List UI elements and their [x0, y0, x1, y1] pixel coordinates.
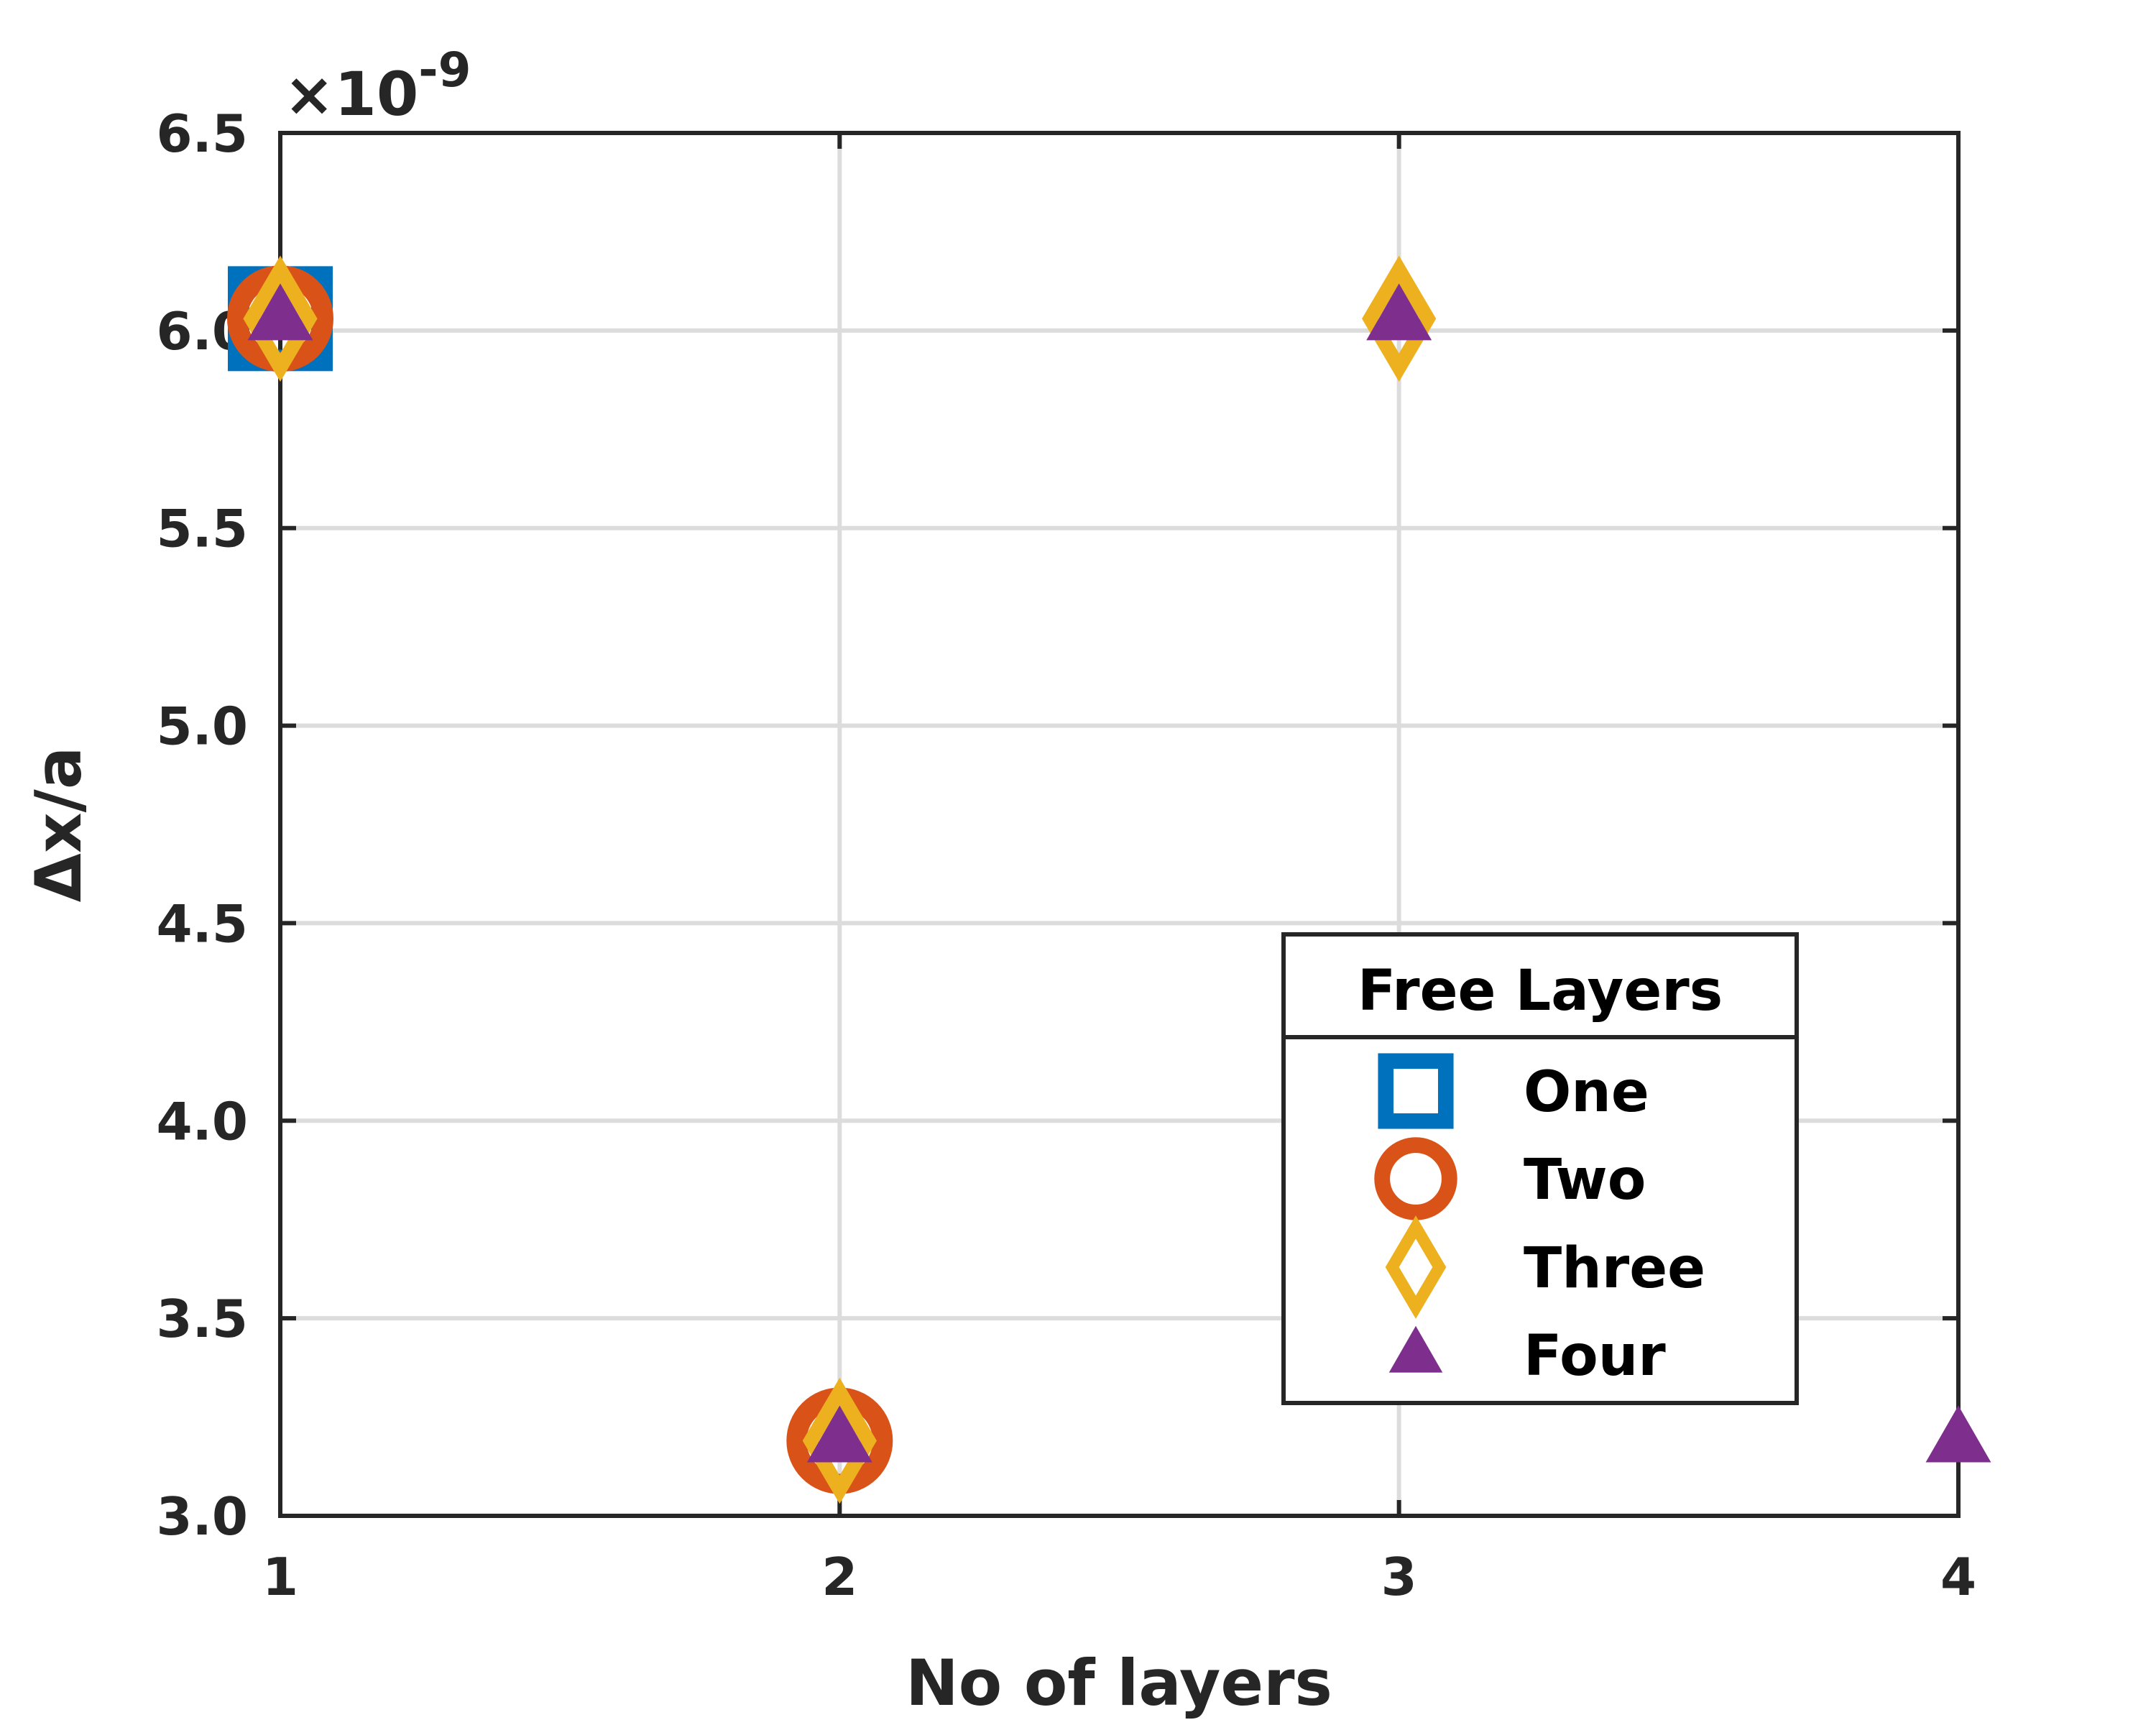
plot-frame [278, 131, 1961, 1518]
data-markers [227, 255, 1991, 1504]
exponent-base: ×10 [284, 59, 418, 129]
legend-label-two: Two [1524, 1148, 1646, 1213]
exponent-power: -9 [418, 42, 471, 98]
data-point-four [806, 1405, 872, 1463]
data-point-four [1366, 283, 1432, 341]
data-point-three [243, 255, 318, 382]
legend: Free Layers One Two Three Four [1281, 932, 1799, 1405]
data-point-four [1925, 1405, 1991, 1463]
x-tick-label: 2 [821, 1547, 857, 1607]
legend-marker-shape [1374, 1137, 1457, 1220]
y-tick-label: 3.0 [156, 1486, 248, 1547]
legend-label-one: One [1524, 1060, 1649, 1125]
y-tick-label: 4.5 [156, 893, 248, 954]
legend-marker-one [1378, 1053, 1454, 1129]
y-tick-label: 5.5 [156, 499, 248, 559]
legend-marker-shape [1378, 1053, 1454, 1129]
y-axis-label: Δx/a [22, 747, 96, 902]
legend-marker-four [1388, 1325, 1443, 1373]
legend-label-three: Three [1524, 1236, 1705, 1301]
exponent-label: ×10-9 [284, 42, 471, 129]
legend-marker-three [1385, 1215, 1447, 1319]
x-tick-label: 4 [1940, 1547, 1976, 1607]
x-tick-label: 3 [1381, 1547, 1417, 1607]
legend-entries: One Two Three Four [1374, 1053, 1705, 1389]
data-point-three [1362, 255, 1437, 382]
y-tick-label: 4.0 [156, 1091, 248, 1151]
data-point-four [247, 283, 313, 341]
x-axis-label: No of layers [906, 1646, 1332, 1720]
legend-marker-two [1374, 1137, 1457, 1220]
y-tick-label: 3.5 [156, 1289, 248, 1349]
y-tick-label: 5.0 [156, 696, 248, 757]
y-tick-label: 6.5 [156, 104, 248, 164]
legend-box [1281, 932, 1799, 1405]
legend-marker-shape [1385, 1215, 1447, 1319]
data-point-three [802, 1377, 877, 1504]
legend-title: Free Layers [1358, 959, 1723, 1024]
legend-label-four: Four [1524, 1324, 1666, 1389]
legend-marker-shape [1388, 1325, 1443, 1373]
x-tick-label: 1 [262, 1547, 298, 1607]
